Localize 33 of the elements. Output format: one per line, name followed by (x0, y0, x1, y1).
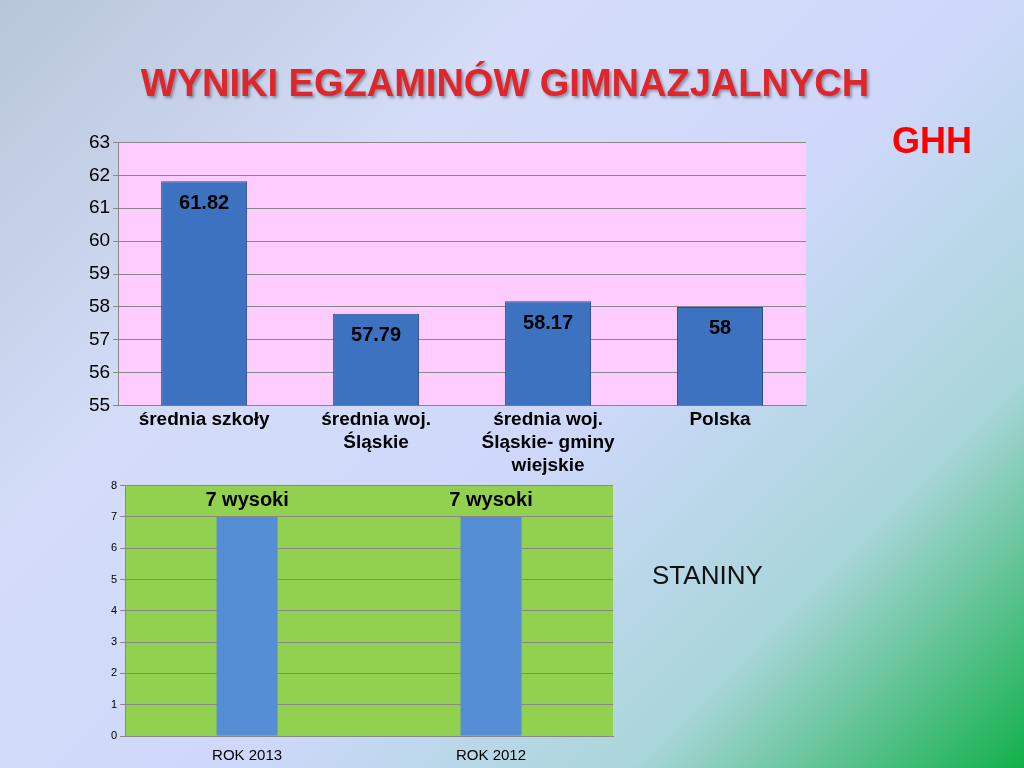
y-tick-label: 58 (88, 295, 111, 317)
y-tick-label: 63 (88, 130, 111, 152)
y-tick-label: 60 (88, 229, 111, 251)
x-tick-label: Polska (689, 408, 752, 430)
y-tick-label: 61 (88, 196, 111, 218)
x-tick-label: średnia woj. Śląskie- gminy wiejskie (481, 408, 616, 475)
y-tick-label: 59 (88, 262, 111, 284)
data-label: 61.82 (179, 190, 230, 213)
y-tick-label: 3 (110, 635, 118, 648)
y-tick-label: 5 (110, 572, 118, 585)
chart-title: WYNIKI EGZAMINÓW GIMNAZJALNYCH (139, 62, 871, 105)
data-label: 7 wysoki (449, 488, 533, 511)
x-tick-label: ROK 2013 (212, 746, 283, 764)
x-tick-label: średnia szkoły (138, 408, 271, 430)
y-tick-label: 0 (110, 729, 118, 742)
y-tick-label: 2 (110, 666, 118, 679)
y-tick-label: 7 (110, 509, 118, 522)
x-tick-label: średnia woj. Śląskie (321, 408, 431, 453)
data-label: 7 wysoki (205, 488, 289, 511)
y-tick-label: 1 (110, 697, 118, 710)
y-tick-label: 4 (110, 603, 118, 616)
data-label: 57.79 (351, 323, 402, 346)
y-tick-label: 6 (110, 541, 118, 554)
text: GHH (892, 120, 972, 162)
y-tick-label: 55 (88, 393, 111, 415)
y-tick-label: 57 (88, 328, 111, 350)
x-tick-label: ROK 2012 (456, 746, 527, 764)
y-tick-label: 62 (88, 163, 111, 185)
y-tick-label: 56 (88, 360, 111, 382)
y-tick-label: 8 (110, 478, 118, 491)
text: STANINY (652, 560, 763, 591)
data-label: 58.17 (523, 310, 574, 333)
data-label: 58 (708, 316, 732, 339)
